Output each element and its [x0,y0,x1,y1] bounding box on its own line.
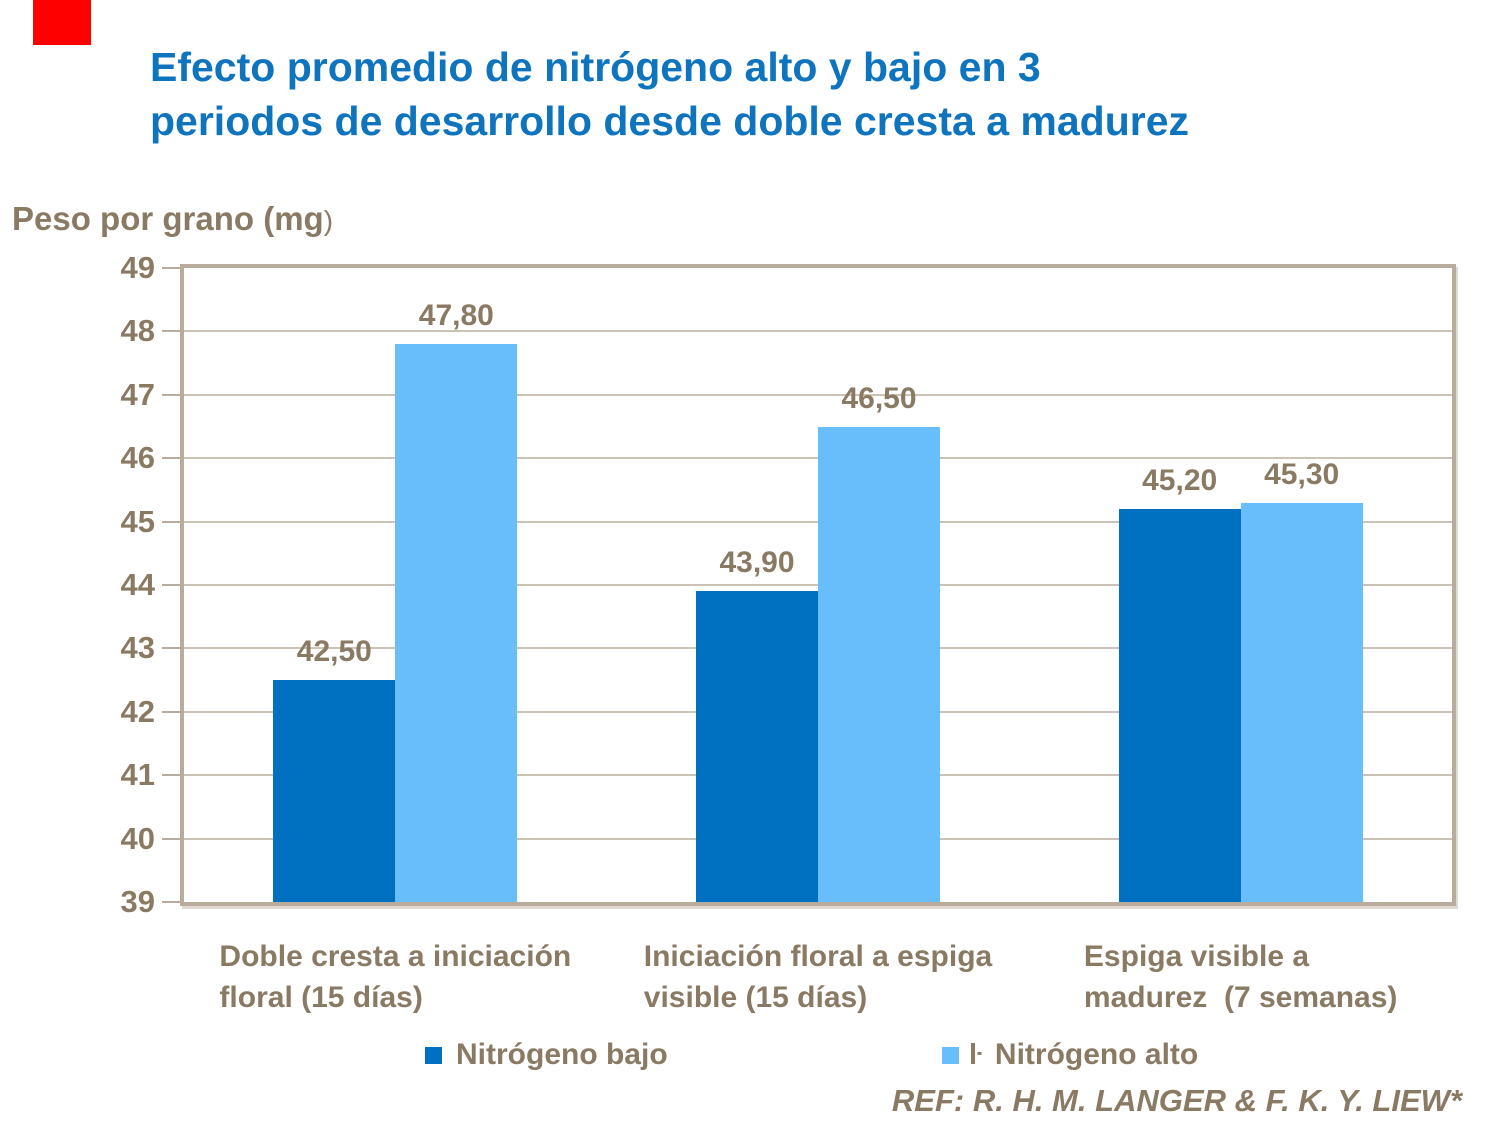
category-label-1: Iniciación floral a espiga visible (15 dí… [644,936,992,1018]
category-label-line: floral (15 días) [219,981,423,1014]
bar-nitrogeno-alto-2 [1240,502,1363,902]
bar-nitrogeno-bajo-1 [696,591,818,902]
y-axis-title-text: Peso por grano (mg [12,200,324,237]
legend-label-nitrogeno-bajo: Nitrógeno bajo [456,1038,668,1071]
y-tick-47 [162,393,180,396]
value-label-bajo-0: 42,50 [296,635,372,669]
category-label-line: Doble cresta a iniciación [219,940,572,973]
y-tick-43 [162,647,180,650]
gridline-48 [184,330,1452,333]
chart-title-line1: Efecto promedio de nitrógeno alto y bajo… [150,44,1041,90]
y-tick-48 [162,330,180,333]
legend-item-nitrogeno-bajo: Nitrógeno bajo [425,1038,668,1072]
value-label-alto-2: 45,30 [1264,457,1340,491]
y-axis-title-paren: ) [323,205,334,236]
y-tick-41 [162,774,180,777]
category-label-line: Espiga visible a [1083,940,1310,973]
y-tick-46 [162,457,180,460]
category-label-line: madurez (7 semanas) [1083,981,1398,1014]
value-label-alto-0: 47,80 [418,299,494,333]
category-label-line: Iniciación floral a espiga [643,940,993,973]
legend-swatch-nitrogeno-bajo [425,1046,442,1064]
gridline-47 [184,393,1452,396]
category-label-2: Espiga visible a madurez (7 semanas) [1084,936,1397,1018]
value-label-bajo-2: 45,20 [1142,463,1218,497]
y-tick-label-45: 45 [120,503,155,539]
value-label-alto-1: 46,50 [841,381,917,415]
y-tick-label-49: 49 [120,250,155,285]
y-tick-label-47: 47 [120,376,155,412]
y-tick-label-42: 42 [120,693,155,729]
y-tick-label-46: 46 [120,440,155,476]
y-tick-39 [162,901,180,903]
y-tick-40 [162,837,180,840]
legend-stray-glyph: ŀ [969,1038,983,1071]
chart-title-line2: periodos de desarrollo desde doble crest… [150,98,1189,144]
category-label-line: visible (15 días) [643,981,868,1014]
reference-text: REF: R. H. M. LANGER & F. K. Y. LIEW* [891,1083,1462,1118]
y-tick-label-44: 44 [120,567,155,602]
y-tick-42 [162,710,180,713]
y-tick-label-41: 41 [120,757,155,793]
y-tick-label-40: 40 [120,820,155,856]
y-tick-45 [162,520,180,523]
y-tick-label-48: 48 [120,313,155,349]
y-tick-49 [162,267,180,269]
value-label-bajo-1: 43,90 [719,546,795,580]
legend-item-nitrogeno-alto: ŀ Nitrógeno alto [942,1038,1198,1072]
bar-nitrogeno-alto-0 [395,344,518,902]
y-tick-label-43: 43 [120,630,155,666]
bar-nitrogeno-alto-1 [818,426,940,902]
red-decor-box [33,0,91,45]
y-axis-title: Peso por grano (mg) [12,200,333,238]
y-tick-label-39: 39 [120,884,155,919]
bar-nitrogeno-bajo-2 [1118,508,1241,902]
category-label-0: Doble cresta a iniciación floral (15 días… [219,936,571,1018]
legend-swatch-nitrogeno-alto [942,1046,959,1064]
chart-title: Efecto promedio de nitrógeno alto y bajo… [150,40,1450,148]
legend-label-nitrogeno-alto: Nitrógeno alto [994,1038,1199,1071]
y-tick-44 [162,584,180,586]
bar-nitrogeno-bajo-0 [273,680,396,902]
plot-area [180,264,1456,906]
